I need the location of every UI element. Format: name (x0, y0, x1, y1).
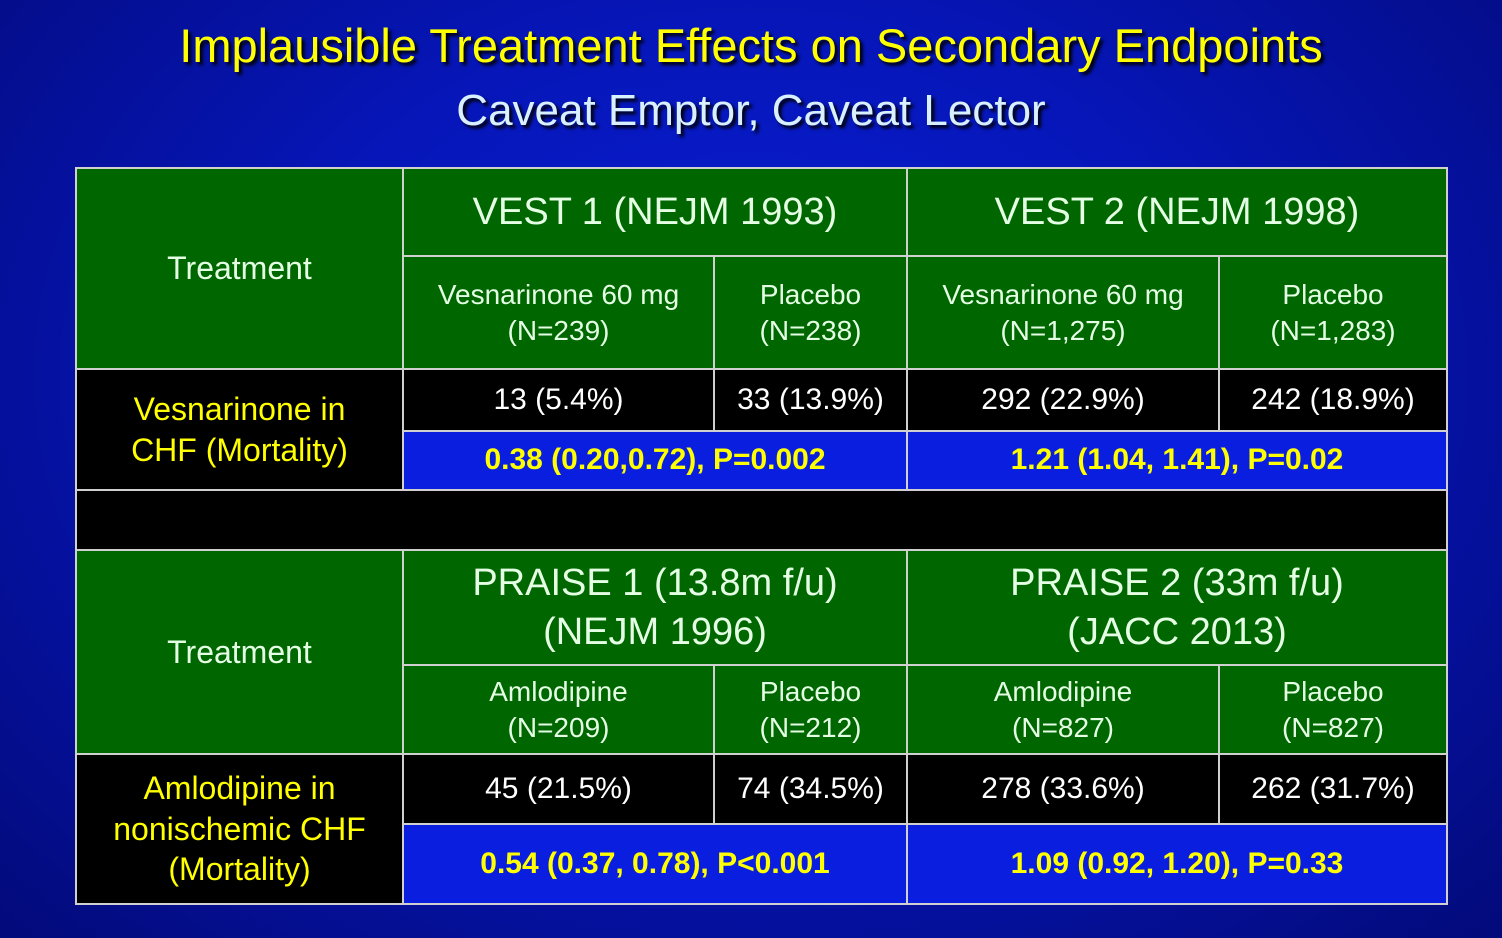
vest1-drug-header: Vesnarinone 60 mg (N=239) (402, 255, 715, 370)
praise1-placebo-name: Placebo (759, 675, 862, 707)
praise1-title-line2: (NEJM 1996) (543, 610, 767, 653)
vest-row-label-line1: Vesnarinone in (133, 390, 346, 427)
vest-row-label: Vesnarinone in CHF (Mortality) (75, 368, 404, 491)
praise2-drug-n: (N=827) (1012, 711, 1114, 743)
vest2-placebo-value: 242 (18.9%) (1218, 368, 1448, 432)
vest1-placebo-name: Placebo (759, 278, 862, 310)
praise1-title: PRAISE 1 (13.8m f/u) (NEJM 1996) (402, 549, 908, 666)
praise1-effect: 0.54 (0.37, 0.78), P<0.001 (402, 823, 908, 905)
praise-row-label-line1: Amlodipine in (143, 769, 336, 806)
praise2-effect: 1.09 (0.92, 1.20), P=0.33 (906, 823, 1448, 905)
vest2-drug-value: 292 (22.9%) (906, 368, 1220, 432)
praise1-drug-header: Amlodipine (N=209) (402, 664, 715, 755)
praise1-placebo-header: Placebo (N=212) (713, 664, 908, 755)
results-table: Treatment VEST 1 (NEJM 1993) VEST 2 (NEJ… (75, 167, 1448, 905)
vest2-placebo-n: (N=1,283) (1270, 314, 1396, 346)
slide-title: Implausible Treatment Effects on Seconda… (179, 19, 1323, 72)
praise2-drug-name: Amlodipine (993, 675, 1133, 707)
praise1-placebo-value: 74 (34.5%) (713, 753, 908, 825)
vest-row-label-line2: CHF (Mortality) (131, 431, 348, 468)
vest1-placebo-header: Placebo (N=238) (713, 255, 908, 370)
vest2-drug-name: Vesnarinone 60 mg (942, 278, 1184, 310)
praise1-placebo-n: (N=212) (759, 711, 862, 743)
vest2-drug-header: Vesnarinone 60 mg (N=1,275) (906, 255, 1220, 370)
vest1-placebo-value: 33 (13.9%) (713, 368, 908, 432)
praise1-drug-name: Amlodipine (489, 675, 628, 707)
praise2-placebo-n: (N=827) (1282, 711, 1384, 743)
vest1-effect: 0.38 (0.20,0.72), P=0.002 (402, 430, 908, 491)
praise2-title-line2: (JACC 2013) (1067, 610, 1287, 653)
praise-row-label: Amlodipine in nonischemic CHF (Mortality… (75, 753, 404, 905)
vest2-placebo-header: Placebo (N=1,283) (1218, 255, 1448, 370)
praise2-placebo-header: Placebo (N=827) (1218, 664, 1448, 755)
praise1-drug-value: 45 (21.5%) (402, 753, 715, 825)
section-divider (75, 489, 1448, 551)
vest2-effect: 1.21 (1.04, 1.41), P=0.02 (906, 430, 1448, 491)
praise1-drug-n: (N=209) (507, 711, 610, 743)
praise2-placebo-value: 262 (31.7%) (1218, 753, 1448, 825)
praise-treatment-header: Treatment (75, 549, 404, 755)
praise2-drug-value: 278 (33.6%) (906, 753, 1220, 825)
vest2-placebo-name: Placebo (1282, 278, 1384, 310)
slide-subtitle: Caveat Emptor, Caveat Lector (456, 86, 1046, 135)
praise-row-label-line3: (Mortality) (168, 851, 311, 888)
vest2-drug-n: (N=1,275) (1000, 314, 1126, 346)
vest1-drug-n: (N=239) (507, 314, 610, 346)
vest1-drug-value: 13 (5.4%) (402, 368, 715, 432)
praise-row-label-line2: nonischemic CHF (113, 810, 366, 847)
vest1-placebo-n: (N=238) (759, 314, 862, 346)
praise2-placebo-name: Placebo (1282, 675, 1384, 707)
vest2-title: VEST 2 (NEJM 1998) (906, 167, 1448, 257)
praise2-title: PRAISE 2 (33m f/u) (JACC 2013) (906, 549, 1448, 666)
vest-treatment-header: Treatment (75, 167, 404, 370)
praise2-title-line1: PRAISE 2 (33m f/u) (1010, 561, 1344, 604)
vest1-title: VEST 1 (NEJM 1993) (402, 167, 908, 257)
praise1-title-line1: PRAISE 1 (13.8m f/u) (472, 561, 838, 604)
praise2-drug-header: Amlodipine (N=827) (906, 664, 1220, 755)
vest1-drug-name: Vesnarinone 60 mg (437, 278, 680, 310)
